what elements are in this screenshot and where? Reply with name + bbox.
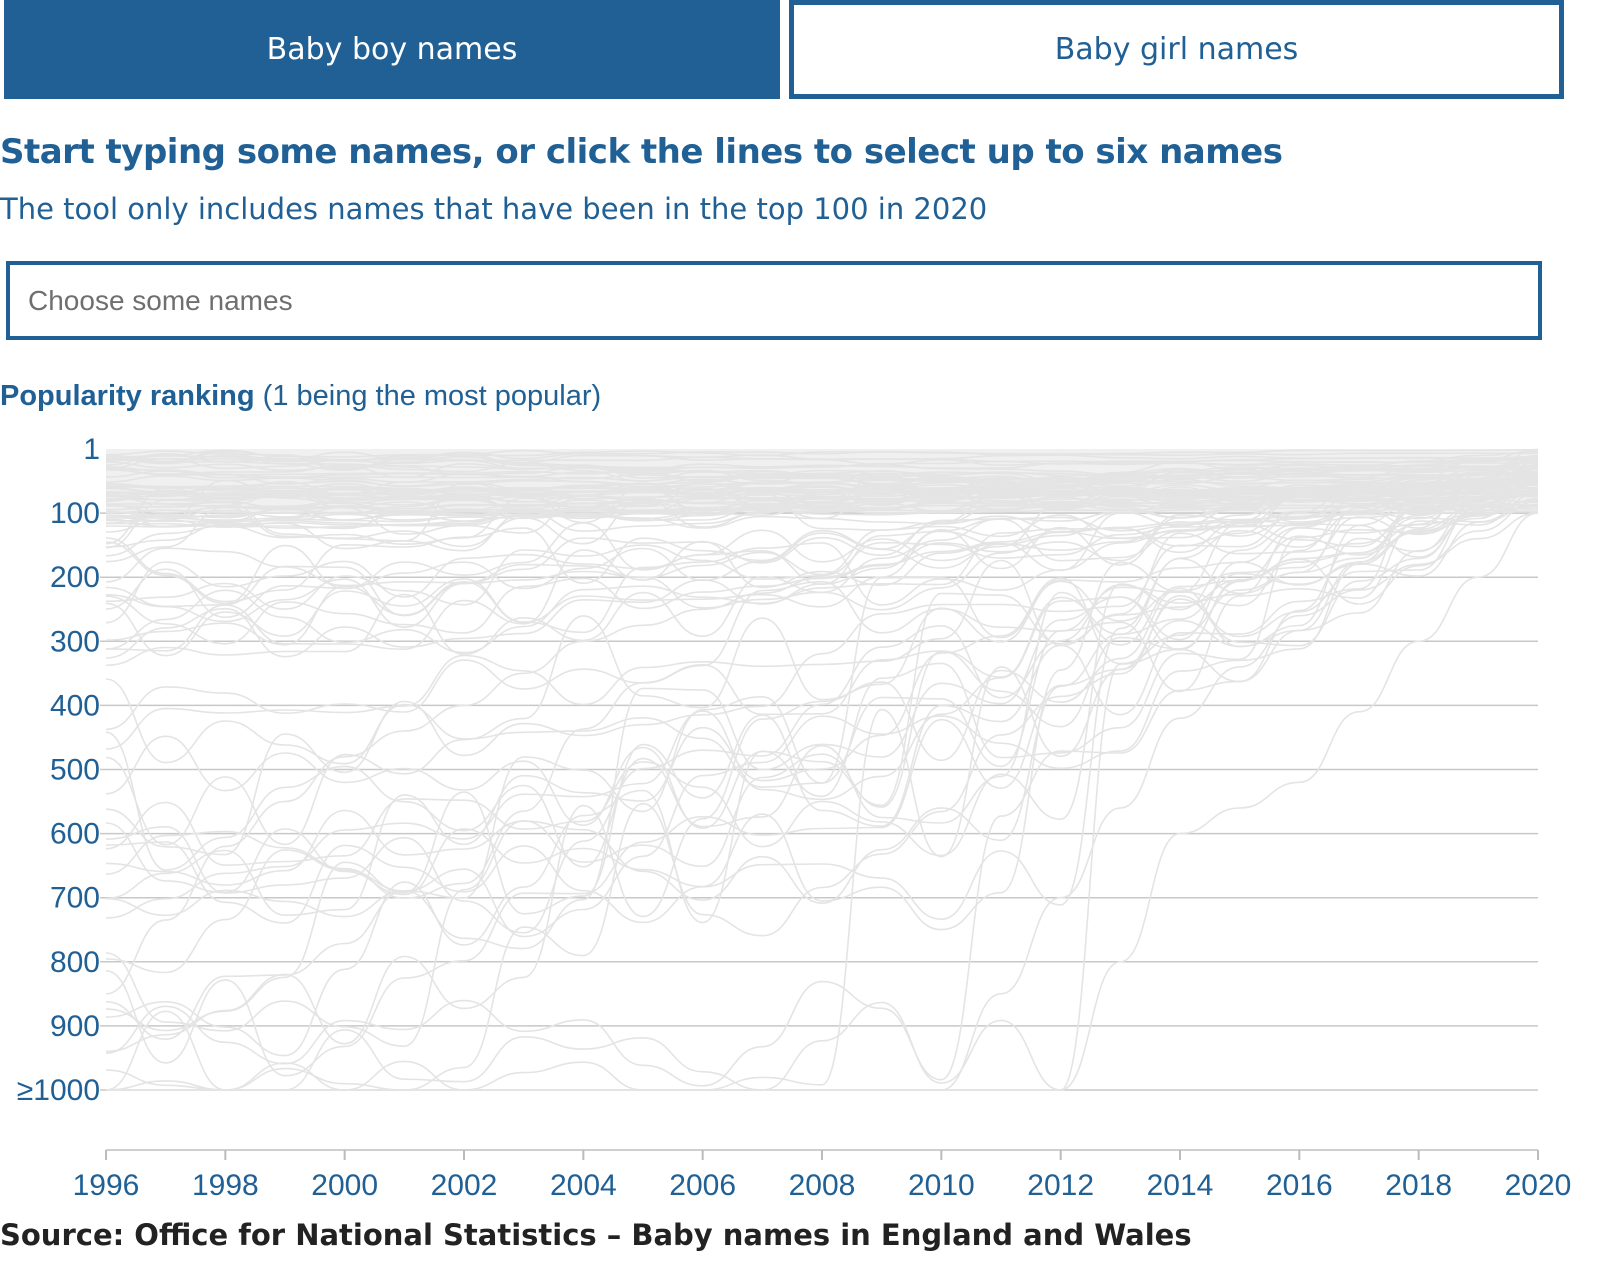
name-line[interactable] bbox=[105, 483, 1539, 1091]
name-line[interactable] bbox=[105, 495, 1539, 521]
name-line[interactable] bbox=[105, 458, 1539, 934]
name-line[interactable] bbox=[105, 461, 1539, 931]
y-axis-title-bold: Popularity ranking bbox=[0, 380, 255, 412]
x-tick-label: 2014 bbox=[1147, 1169, 1214, 1202]
name-search-input[interactable] bbox=[6, 261, 1542, 340]
tab-baby-boy-names[interactable]: Baby boy names bbox=[4, 0, 780, 99]
name-line[interactable] bbox=[105, 463, 1539, 1091]
name-line[interactable] bbox=[105, 474, 1539, 605]
name-line[interactable] bbox=[105, 468, 1539, 1091]
name-line[interactable] bbox=[105, 497, 1539, 871]
name-line[interactable] bbox=[105, 473, 1539, 1048]
name-line[interactable] bbox=[105, 475, 1539, 488]
tab-baby-girl-names[interactable]: Baby girl names bbox=[789, 0, 1564, 99]
instructions-heading: Start typing some names, or click the li… bbox=[0, 132, 1283, 172]
y-axis-title-note: (1 being the most popular) bbox=[254, 380, 602, 412]
x-tick-label: 1996 bbox=[73, 1169, 140, 1202]
y-tick-label: 800 bbox=[50, 946, 100, 979]
name-line[interactable] bbox=[105, 481, 1539, 1077]
y-axis-title: Popularity ranking (1 being the most pop… bbox=[0, 380, 601, 413]
y-tick-label: 400 bbox=[50, 689, 100, 722]
x-tick-label: 2020 bbox=[1505, 1169, 1572, 1202]
y-axis: 1 100 200 300 400 500 600 700 800 900 ≥1000 bbox=[17, 433, 100, 1107]
name-line[interactable] bbox=[105, 506, 1539, 830]
name-line[interactable] bbox=[105, 493, 1539, 603]
x-tick-label: 2010 bbox=[908, 1169, 975, 1202]
name-line[interactable] bbox=[105, 492, 1539, 974]
instructions-subheading: The tool only includes names that have b… bbox=[0, 192, 988, 226]
name-line[interactable] bbox=[105, 482, 1539, 552]
x-tick-label: 2018 bbox=[1385, 1169, 1452, 1202]
name-line[interactable] bbox=[105, 471, 1539, 501]
name-line[interactable] bbox=[105, 503, 1539, 1041]
name-line[interactable] bbox=[105, 463, 1539, 1057]
name-line[interactable] bbox=[105, 494, 1539, 645]
y-tick-label: 300 bbox=[50, 625, 100, 658]
name-line[interactable] bbox=[105, 489, 1539, 731]
name-line[interactable] bbox=[105, 460, 1539, 1032]
name-line[interactable] bbox=[106, 485, 1539, 498]
x-tick-label: 2006 bbox=[669, 1169, 736, 1202]
name-line[interactable] bbox=[105, 449, 1539, 459]
name-line[interactable] bbox=[105, 456, 1539, 476]
source-note: Source: Office for National Statistics –… bbox=[0, 1218, 1192, 1252]
x-tick-label: 2004 bbox=[550, 1169, 617, 1202]
x-tick-label: 2002 bbox=[431, 1169, 498, 1202]
x-axis: 1996 1998 2000 2002 2004 2006 2008 2010 2012 2014… bbox=[73, 1149, 1572, 1202]
name-line[interactable] bbox=[105, 450, 1539, 513]
name-line[interactable] bbox=[105, 500, 1539, 919]
name-line[interactable] bbox=[106, 512, 1539, 1091]
name-line[interactable] bbox=[105, 458, 1539, 533]
y-tick-label: 1 bbox=[83, 433, 100, 466]
name-line[interactable] bbox=[105, 487, 1539, 501]
y-tick-label: 600 bbox=[50, 818, 100, 851]
y-tick-label: 500 bbox=[50, 754, 100, 787]
name-line[interactable] bbox=[105, 511, 1539, 995]
x-tick-label: 2000 bbox=[311, 1169, 378, 1202]
name-line[interactable] bbox=[105, 479, 1539, 750]
y-tick-label: 700 bbox=[50, 882, 100, 915]
name-line[interactable] bbox=[105, 499, 1539, 788]
name-line[interactable] bbox=[105, 464, 1539, 950]
name-lines[interactable] bbox=[105, 448, 1539, 1091]
x-tick-label: 2008 bbox=[789, 1169, 856, 1202]
name-line[interactable] bbox=[105, 489, 1539, 508]
name-line[interactable] bbox=[105, 456, 1539, 867]
x-tick-label: 1998 bbox=[192, 1169, 259, 1202]
name-line[interactable] bbox=[105, 486, 1539, 610]
name-line[interactable] bbox=[105, 466, 1539, 924]
name-line[interactable] bbox=[105, 457, 1539, 498]
y-tick-label: 900 bbox=[50, 1010, 100, 1043]
gender-tabs: Baby boy names Baby girl names bbox=[4, 0, 1564, 99]
y-tick-label: ≥1000 bbox=[17, 1074, 100, 1107]
x-tick-label: 2012 bbox=[1027, 1169, 1094, 1202]
x-tick-label: 2016 bbox=[1266, 1169, 1333, 1202]
y-tick-label: 100 bbox=[50, 497, 100, 530]
y-tick-label: 200 bbox=[50, 561, 100, 594]
